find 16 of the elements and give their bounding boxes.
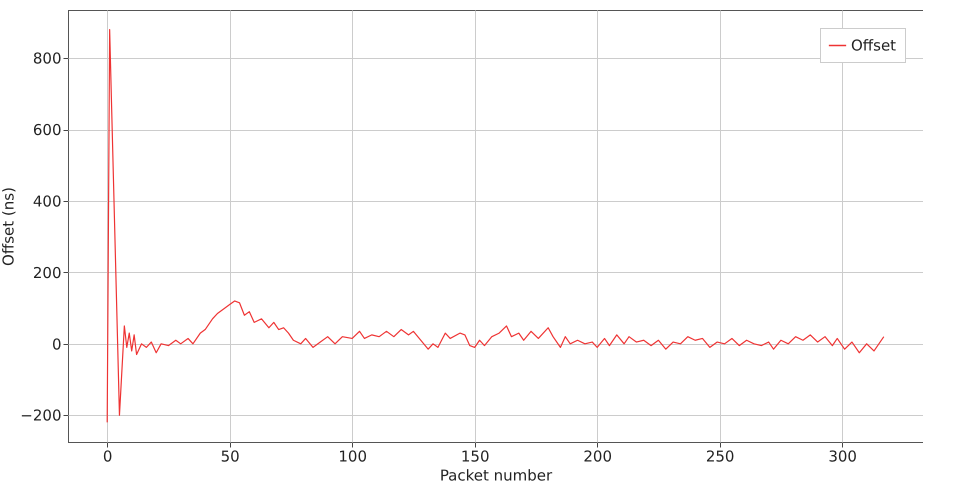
x-tick-label: 250 [706,448,734,466]
y-tick-label: 400 [32,192,62,211]
y-tick-label: 800 [32,50,62,68]
x-tick-label: 50 [220,448,240,466]
legend-label: Offset [851,36,896,54]
x-axis-title: Packet number [440,466,554,484]
y-tick-label: 200 [32,264,62,282]
x-tick-label: 300 [828,448,857,466]
y-axis-title: Offset (ns) [0,187,18,266]
x-tick-label: 0 [102,448,112,466]
x-tick-label: 200 [583,448,612,466]
x-tick-label: 100 [338,448,368,466]
y-tick-label: 0 [52,335,62,354]
x-tick-label: 150 [460,448,490,466]
y-tick-label: −200 [20,406,62,425]
y-tick-label: 600 [32,121,62,140]
